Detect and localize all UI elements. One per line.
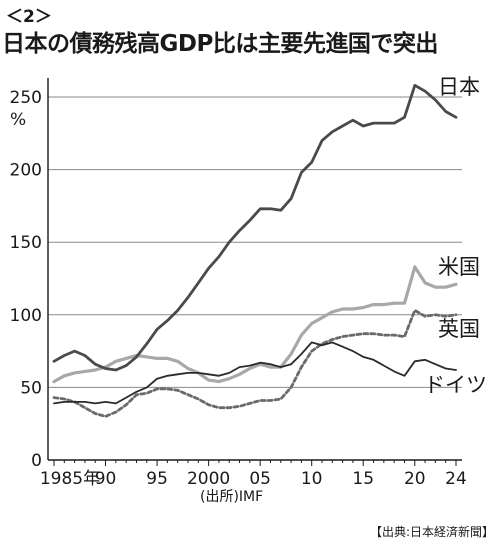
y-tick-label: 100: [10, 306, 42, 326]
y-axis-unit: %: [10, 110, 26, 130]
y-tick-label: 50: [20, 378, 42, 398]
series-label: 米国: [438, 255, 480, 279]
x-tick-label: 95: [146, 469, 168, 489]
x-tick-label: 2000: [187, 469, 230, 489]
series-line-米国: [52, 265, 458, 384]
series-label: ドイツ: [424, 373, 487, 397]
series-line-日本: [52, 84, 458, 372]
series-label: 英国: [438, 317, 480, 341]
chart-title: 日本の債務残高GDP比は主要先進国で突出: [2, 31, 438, 57]
credit-note: 【出典:日本経済新聞】: [369, 525, 494, 539]
figure-number: ＜2＞: [6, 7, 52, 27]
series-line-ドイツ: [53, 341, 457, 405]
x-tick-label: 05: [249, 469, 271, 489]
x-tick-label: 15: [352, 469, 374, 489]
data-source: (出所)IMF: [200, 489, 264, 505]
x-tick-label: 20: [404, 469, 426, 489]
x-tick-label: 90: [95, 469, 117, 489]
y-tick-label: 250: [10, 88, 42, 108]
x-tick-label: 10: [301, 469, 323, 489]
series-label: 日本: [438, 75, 480, 99]
x-tick-label: 1985年: [40, 469, 100, 489]
y-tick-label: 0: [31, 451, 42, 471]
series-line-英国: [52, 309, 458, 418]
x-tick-label: 24: [445, 469, 467, 489]
y-tick-label: 150: [10, 233, 42, 253]
y-tick-label: 200: [10, 161, 42, 181]
